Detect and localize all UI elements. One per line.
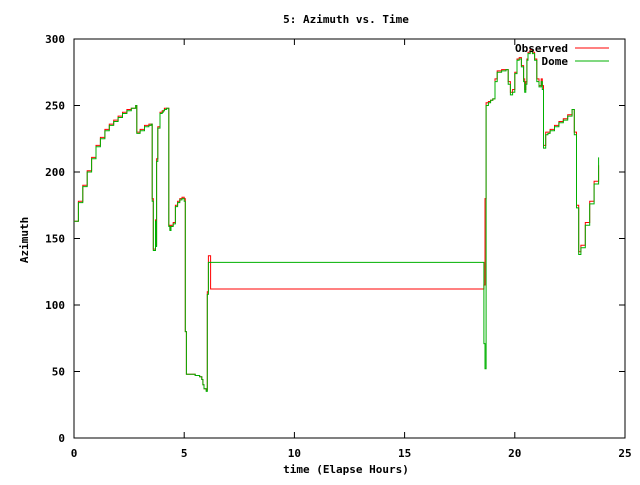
series-line-dome: [74, 50, 600, 392]
x-tick-label: 5: [181, 447, 188, 460]
legend-label-observed: Observed: [515, 42, 568, 55]
x-tick-label: 20: [508, 447, 521, 460]
x-axis-label: time (Elapse Hours): [283, 463, 409, 476]
y-tick-label: 300: [45, 33, 65, 46]
x-tick-label: 25: [618, 447, 631, 460]
y-tick-label: 150: [45, 233, 65, 246]
x-tick-label: 15: [398, 447, 411, 460]
x-tick-label: 0: [71, 447, 78, 460]
y-tick-label: 50: [52, 366, 65, 379]
y-tick-label: 0: [58, 432, 65, 445]
legend-label-dome: Dome: [542, 55, 569, 68]
series-lines: [74, 49, 600, 392]
y-axis-label: Azimuth: [18, 217, 31, 263]
y-tick-label: 100: [45, 299, 65, 312]
chart-title: 5: Azimuth vs. Time: [283, 13, 409, 26]
x-tick-label: 10: [288, 447, 301, 460]
y-tick-label: 200: [45, 166, 65, 179]
series-line-observed: [74, 49, 600, 391]
y-tick-label: 250: [45, 100, 65, 113]
